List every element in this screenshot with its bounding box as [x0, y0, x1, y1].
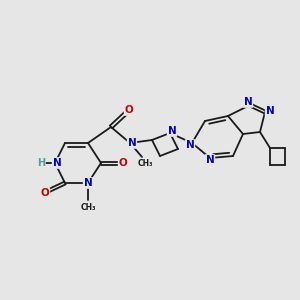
Text: O: O: [124, 105, 134, 115]
Text: N: N: [52, 158, 62, 168]
Text: N: N: [244, 97, 252, 107]
Text: N: N: [266, 106, 274, 116]
Text: H: H: [37, 158, 45, 168]
Text: N: N: [168, 126, 176, 136]
Text: N: N: [186, 140, 194, 150]
Text: O: O: [40, 188, 50, 198]
Text: N: N: [206, 155, 214, 165]
Text: O: O: [118, 158, 127, 168]
Text: CH₃: CH₃: [80, 203, 96, 212]
Text: CH₃: CH₃: [137, 158, 153, 167]
Text: N: N: [84, 178, 92, 188]
Text: N: N: [128, 138, 136, 148]
